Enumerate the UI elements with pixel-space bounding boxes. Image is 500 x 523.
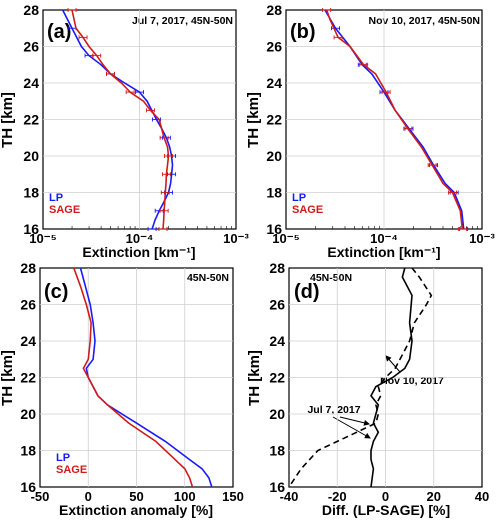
- panel-label: (c): [44, 281, 68, 303]
- x-tick-label: -50: [31, 489, 50, 504]
- panel-label: (b): [290, 21, 316, 43]
- y-tick-label: 20: [20, 406, 36, 422]
- y-tick-label: 18: [266, 185, 282, 201]
- x-tick-label: 10⁻³: [469, 231, 495, 246]
- legend-entry-sage: SAGE: [49, 204, 80, 216]
- x-tick-label: 10⁻⁴: [126, 231, 154, 246]
- y-tick-label: 24: [20, 333, 36, 349]
- annotation: 45N-50N: [310, 272, 352, 284]
- x-tick-label: 10⁻⁵: [272, 231, 299, 246]
- legend-entry-sage: SAGE: [292, 204, 323, 216]
- legend-entry-sage: SAGE: [56, 464, 87, 476]
- y-tick-label: 22: [20, 370, 36, 386]
- y-axis-label: TH [km]: [246, 350, 263, 406]
- callout-jul: Jul 7, 2017: [307, 404, 360, 416]
- series-line-sage: [325, 9, 464, 230]
- x-tick-label: 0: [85, 489, 92, 504]
- x-tick-label: 150: [222, 489, 244, 504]
- y-tick-label: 16: [269, 479, 285, 495]
- y-tick-label: 20: [266, 148, 282, 164]
- callout-arrow-nov: [385, 355, 401, 373]
- x-tick-label: 50: [129, 489, 143, 504]
- y-tick-label: 28: [266, 2, 282, 18]
- y-tick-label: 16: [266, 221, 282, 237]
- x-tick-label: 10⁻³: [223, 231, 249, 246]
- series-line-nov-10-2017: [370, 267, 413, 488]
- series-line-lp: [61, 9, 174, 230]
- plot-area-0: 16 18 20 22 24 26 28 10⁻⁵ 10⁻⁴ 10⁻³: [23, 2, 249, 246]
- y-tick-label: 16: [20, 479, 36, 495]
- x-tick-label: -20: [328, 489, 347, 504]
- y-tick-label: 16: [23, 221, 39, 237]
- x-tick-label: 100: [174, 489, 196, 504]
- y-tick-label: 20: [23, 148, 39, 164]
- panel-label: (a): [47, 21, 71, 43]
- y-tick-label: 20: [269, 406, 285, 422]
- x-axis-label: Extinction [km⁻¹]: [327, 244, 440, 260]
- x-tick-label: 20: [427, 489, 441, 504]
- plot-area-2: 16 18 20 22 24 26 28 -50 0 50 100 150: [20, 260, 243, 504]
- y-tick-label: 26: [23, 39, 39, 55]
- y-tick-label: 24: [269, 333, 285, 349]
- legend: LP SAGE: [56, 452, 87, 476]
- y-tick-label: 26: [20, 297, 36, 313]
- legend-entry-lp: LP: [56, 452, 70, 464]
- panel-label: (d): [294, 281, 320, 303]
- y-tick-label: 24: [23, 75, 39, 91]
- callout-arrow-jul-2: [332, 416, 371, 439]
- x-tick-label: -40: [280, 489, 299, 504]
- x-tick-label: 0: [382, 489, 389, 504]
- x-axis-label: Extinction [km⁻¹]: [82, 244, 195, 260]
- y-tick-label: 28: [20, 260, 36, 276]
- y-axis-label: TH [km]: [245, 92, 262, 148]
- y-tick-label: 22: [269, 370, 285, 386]
- x-tick-label: 10⁻⁵: [29, 231, 56, 246]
- series-line-jul-7-2017: [288, 267, 433, 488]
- legend: LP SAGE: [49, 192, 80, 216]
- y-tick-label: 28: [269, 260, 285, 276]
- x-axis-label: Extinction anomaly [%]: [59, 502, 213, 518]
- annotation: Jul 7, 2017, 45N-50N: [132, 15, 233, 27]
- legend: LP SAGE: [292, 192, 323, 216]
- annotation: 45N-50N: [187, 272, 229, 284]
- y-tick-label: 26: [266, 39, 282, 55]
- series-line-sage: [73, 267, 194, 488]
- y-tick-label: 18: [20, 443, 36, 459]
- y-axis-label: TH [km]: [0, 350, 16, 406]
- x-tick-label: 40: [475, 489, 489, 504]
- plot-area-3: 16 18 20 22 24 26 28 -40 -20 0 20 40: [269, 260, 489, 504]
- y-tick-label: 18: [23, 185, 39, 201]
- y-axis-label: TH [km]: [0, 92, 16, 148]
- x-axis-label: Diff. (LP-SAGE) [%]: [322, 502, 450, 518]
- panel-d: (d) 45N-50N TH [km] Diff. (LP-SAGE) [%] …: [246, 267, 483, 518]
- y-tick-label: 22: [266, 112, 282, 128]
- legend-entry-lp: LP: [49, 192, 63, 204]
- callout-nov: Nov 10, 2017: [380, 375, 444, 387]
- annotation: Nov 10, 2017, 45N-50N: [369, 15, 480, 27]
- x-tick-label: 10⁻⁴: [370, 231, 398, 246]
- y-tick-label: 22: [23, 112, 39, 128]
- y-tick-label: 24: [266, 75, 282, 91]
- legend-entry-lp: LP: [292, 192, 306, 204]
- y-tick-label: 18: [269, 443, 285, 459]
- plot-area-1: 16 18 20 22 24 26 28 10⁻⁵ 10⁻⁴ 10⁻³: [266, 2, 495, 246]
- callout-arrow-jul-1: [339, 416, 370, 426]
- y-tick-label: 26: [269, 297, 285, 313]
- series-line-sage: [71, 9, 170, 230]
- panel-a: (a) Jul 7, 2017, 45N-50N TH [km] Extinct…: [0, 9, 237, 260]
- y-tick-label: 28: [23, 2, 39, 18]
